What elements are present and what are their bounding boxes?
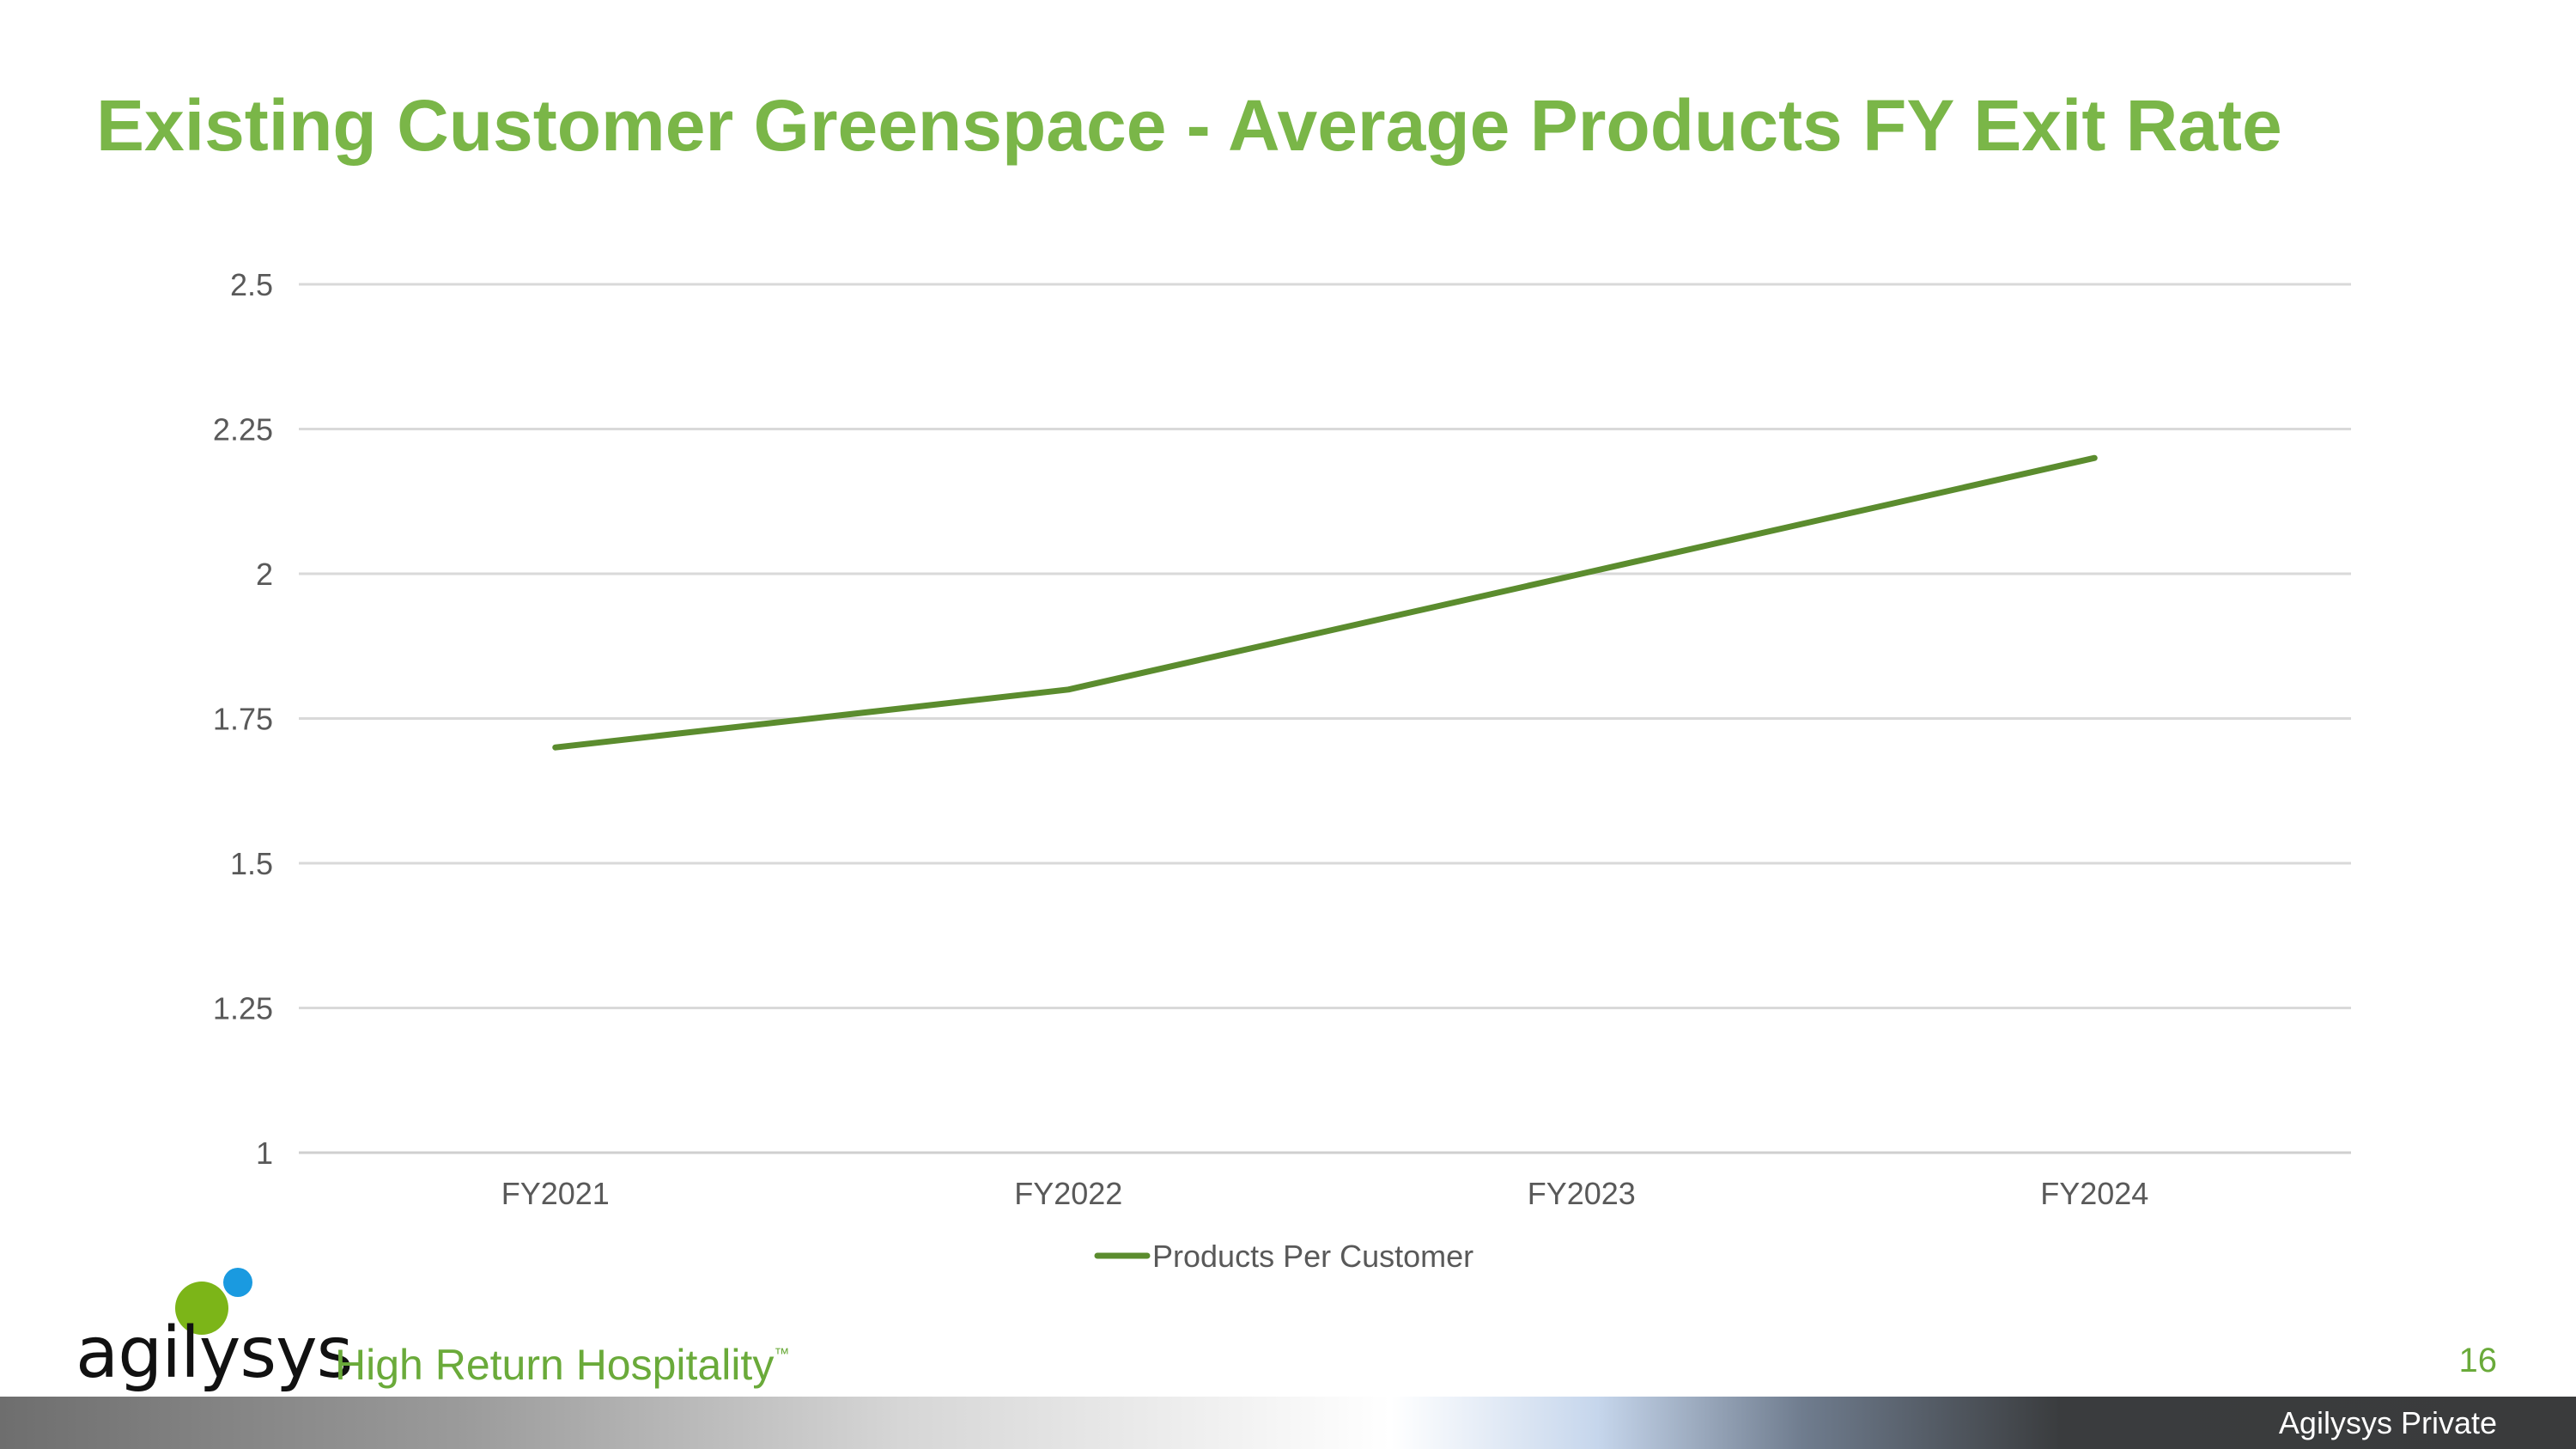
x-tick-label: FY2022 [1014, 1176, 1122, 1211]
tagline-text: High Return Hospitality [335, 1341, 775, 1389]
y-tick-label: 2 [256, 557, 273, 592]
slide-title: Existing Customer Greenspace - Average P… [96, 85, 2282, 166]
legend-label: Products Per Customer [1152, 1239, 1473, 1274]
logo-green-dot [175, 1282, 228, 1335]
y-tick-label: 1.5 [230, 846, 273, 881]
trademark-mark: ™ [774, 1345, 790, 1362]
y-tick-label: 1 [256, 1135, 273, 1171]
series-line [552, 454, 2098, 751]
y-tick-label: 2.5 [230, 267, 273, 302]
y-tick-label: 1.75 [213, 702, 273, 737]
y-tick-label: 2.25 [213, 412, 273, 447]
data-point [2093, 456, 2097, 460]
page-number: 16 [2458, 1342, 2498, 1379]
logo-wordmark: agilysys [76, 1312, 353, 1394]
x-tick-label: FY2021 [501, 1176, 610, 1211]
line-chart: 1 1.25 1.5 1.75 2 2.25 2.5 FY2021 FY2022 FY2023 FY… [213, 267, 2351, 1274]
logo-blue-dot [223, 1268, 252, 1297]
data-point [1066, 687, 1071, 691]
x-tick-label: FY2024 [2040, 1176, 2148, 1211]
agilysys-logo: agilysys High Return Hospitality™ [76, 1261, 866, 1398]
data-point [1579, 572, 1583, 575]
data-point [553, 746, 557, 750]
footer-bar: Agilysys Private [0, 1397, 2576, 1449]
y-tick-label: 1.25 [213, 991, 273, 1026]
x-tick-label: FY2023 [1528, 1176, 1636, 1211]
logo-tagline: High Return Hospitality™ [335, 1340, 789, 1390]
footer-classification: Agilysys Private [2278, 1405, 2497, 1440]
